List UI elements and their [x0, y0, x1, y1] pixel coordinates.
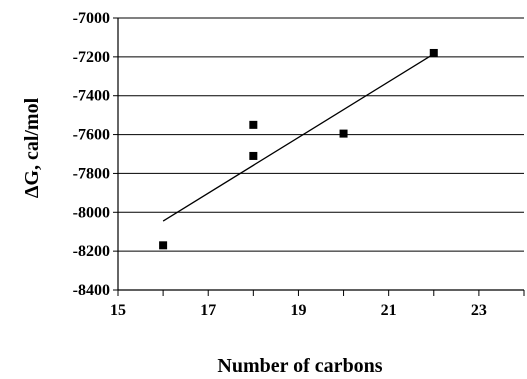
x-axis-title: Number of carbons — [217, 355, 382, 377]
x-axis-tick-labels: 15 17 19 21 23 — [110, 302, 487, 319]
y-tick-label: -8200 — [73, 243, 110, 260]
y-axis-title: ΔG, cal/mol — [21, 97, 43, 198]
data-points — [159, 48, 438, 250]
y-tick-label: -8400 — [73, 282, 110, 299]
x-tick-label: 19 — [290, 302, 306, 319]
data-point — [249, 120, 258, 129]
data-point — [429, 48, 438, 57]
data-point — [339, 129, 348, 138]
axes — [113, 17, 525, 296]
x-tick-label: 21 — [381, 302, 397, 319]
y-axis-tick-labels: -7000 -7200 -7400 -7600 -7800 -8000 -8200 -8400 — [73, 10, 110, 299]
data-point — [249, 151, 258, 160]
y-tick-label: -7200 — [73, 49, 110, 66]
grid-lines — [118, 17, 524, 291]
y-tick-label: -7000 — [73, 10, 110, 27]
data-point — [159, 241, 168, 250]
y-tick-label: -7400 — [73, 88, 110, 105]
y-tick-label: -7800 — [73, 165, 110, 182]
y-tick-label: -8000 — [73, 204, 110, 221]
x-tick-label: 23 — [471, 302, 487, 319]
y-tick-label: -7600 — [73, 127, 110, 144]
trendline — [162, 53, 435, 222]
trendline-group — [162, 53, 435, 222]
x-tick-label: 17 — [200, 302, 216, 319]
x-tick-label: 15 — [110, 302, 126, 319]
